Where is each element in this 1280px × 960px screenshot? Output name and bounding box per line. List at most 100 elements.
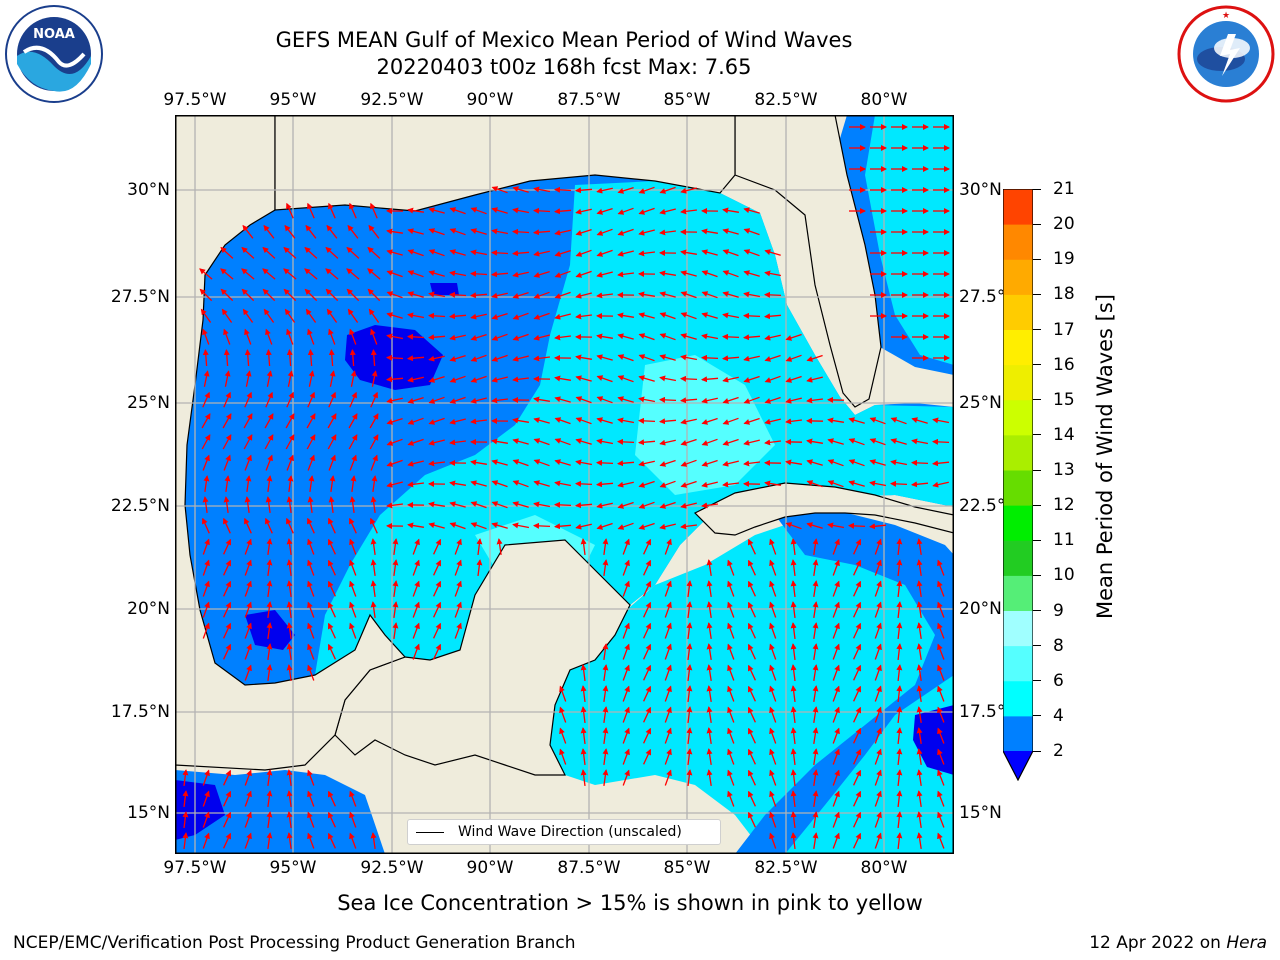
lat-label: 27.5°N <box>110 287 170 307</box>
wind-wave-arrow <box>916 580 923 597</box>
colorbar-segment <box>1003 434 1033 471</box>
lon-label: 95°W <box>269 858 317 878</box>
wind-wave-arrow <box>827 417 845 424</box>
wind-wave-arrow <box>386 291 403 299</box>
wind-wave-arrow <box>491 354 508 362</box>
wind-wave-arrow <box>329 370 336 387</box>
wind-wave-arrow <box>853 622 862 639</box>
wind-wave-arrow <box>596 207 613 215</box>
wind-wave-arrow <box>449 334 466 341</box>
colorbar-tick-label: 21 <box>1053 179 1075 199</box>
wind-wave-arrow <box>412 622 420 639</box>
wind-wave-arrow <box>806 522 823 529</box>
wind-wave-arrow <box>220 288 234 302</box>
wind-wave-arrow <box>428 249 445 257</box>
wind-wave-arrow <box>790 727 797 744</box>
lat-label: 17.5°N <box>110 702 170 722</box>
wind-wave-arrow <box>874 643 882 660</box>
wind-wave-arrow <box>727 601 735 618</box>
lat-label: 15°N <box>959 803 1002 823</box>
wind-wave-arrow <box>575 292 592 299</box>
wind-wave-arrow <box>643 601 652 618</box>
wind-wave-arrow <box>244 391 252 408</box>
wind-wave-arrow <box>285 434 295 450</box>
wind-wave-arrow <box>287 475 294 492</box>
wind-wave-arrow <box>701 312 718 319</box>
wind-wave-arrow <box>812 769 819 786</box>
wind-wave-arrow <box>262 268 276 280</box>
wind-wave-arrow <box>470 207 487 215</box>
wind-wave-arrow <box>706 685 713 702</box>
wind-wave-arrow <box>265 517 273 534</box>
lat-label: 25°N <box>959 393 1002 413</box>
wind-wave-arrow <box>533 207 551 214</box>
wind-wave-arrow <box>433 559 442 576</box>
wind-wave-arrow <box>874 727 882 744</box>
wind-wave-arrow <box>449 313 467 320</box>
wind-wave-arrow <box>659 333 676 341</box>
wind-wave-arrow <box>890 438 907 445</box>
wind-wave-arrow <box>286 769 293 786</box>
wind-wave-arrow <box>727 643 735 660</box>
wind-wave-arrow <box>266 811 273 828</box>
wind-wave-arrow <box>812 622 819 639</box>
wind-wave-arrow <box>659 480 676 488</box>
wind-wave-arrow <box>812 580 819 597</box>
wind-wave-arrow <box>785 354 802 362</box>
wind-wave-arrow <box>680 459 697 467</box>
wind-wave-arrow <box>896 559 903 576</box>
colorbar-label: Mean Period of Wind Waves [s] <box>1093 294 1117 619</box>
wind-wave-arrow <box>638 333 655 341</box>
wind-wave-arrows <box>182 124 950 849</box>
wind-wave-arrow <box>722 460 739 467</box>
wind-wave-arrow <box>328 202 336 219</box>
wind-wave-arrow <box>848 459 865 467</box>
wind-wave-arrow <box>812 727 819 744</box>
wind-wave-arrow <box>304 246 318 259</box>
wind-wave-arrow <box>392 622 399 639</box>
wind-wave-arrow <box>916 790 923 807</box>
wind-wave-arrow <box>224 475 231 492</box>
wind-wave-arrow <box>454 622 462 639</box>
wind-wave-arrow <box>617 481 634 488</box>
wind-wave-arrow <box>602 538 609 555</box>
wind-wave-arrow <box>686 769 693 786</box>
footer-credit: NCEP/EMC/Verification Post Processing Pr… <box>13 933 576 953</box>
wind-wave-arrow <box>806 376 823 383</box>
wind-wave-arrow <box>659 396 677 403</box>
wind-wave-arrow <box>575 249 592 257</box>
wind-wave-arrow <box>265 328 273 345</box>
wind-wave-arrow <box>622 538 630 555</box>
sea-ice-note: Sea Ice Concentration > 15% is shown in … <box>0 891 1280 915</box>
wind-wave-arrow <box>512 417 530 424</box>
colorbar-tick-mark <box>1033 715 1041 717</box>
wind-wave-arrow <box>491 207 508 214</box>
wind-wave-arrow <box>202 832 210 849</box>
wind-wave-arrow <box>743 375 760 383</box>
wind-wave-arrow <box>454 559 462 576</box>
wind-wave-arrow <box>747 748 756 765</box>
wind-wave-arrow <box>701 376 719 383</box>
footer-date: 12 Apr 2022 on Hera <box>1089 933 1267 953</box>
wind-wave-arrow <box>449 501 466 508</box>
wind-wave-arrow <box>370 454 378 471</box>
wind-wave-arrow <box>596 502 613 509</box>
wind-wave-arrow <box>812 538 819 555</box>
wind-wave-arrow <box>706 643 713 660</box>
wind-wave-arrow <box>664 685 672 702</box>
wind-wave-arrow <box>638 460 655 467</box>
wind-wave-arrow <box>533 438 550 446</box>
wind-wave-arrow <box>286 790 293 807</box>
wind-wave-arrow <box>407 396 424 404</box>
wind-wave-arrow <box>286 664 293 681</box>
wind-wave-arrow <box>890 417 907 425</box>
wind-wave-arrow <box>706 580 713 597</box>
colorbar-tick-label: 2 <box>1053 741 1064 761</box>
wind-wave-arrow <box>937 706 945 723</box>
wind-wave-arrow <box>659 523 676 530</box>
wind-wave-arrow <box>617 250 634 257</box>
wind-wave-arrow <box>244 622 252 639</box>
wind-wave-arrow <box>812 643 819 660</box>
wind-wave-arrow <box>201 413 211 429</box>
wind-wave-arrow <box>575 438 592 445</box>
